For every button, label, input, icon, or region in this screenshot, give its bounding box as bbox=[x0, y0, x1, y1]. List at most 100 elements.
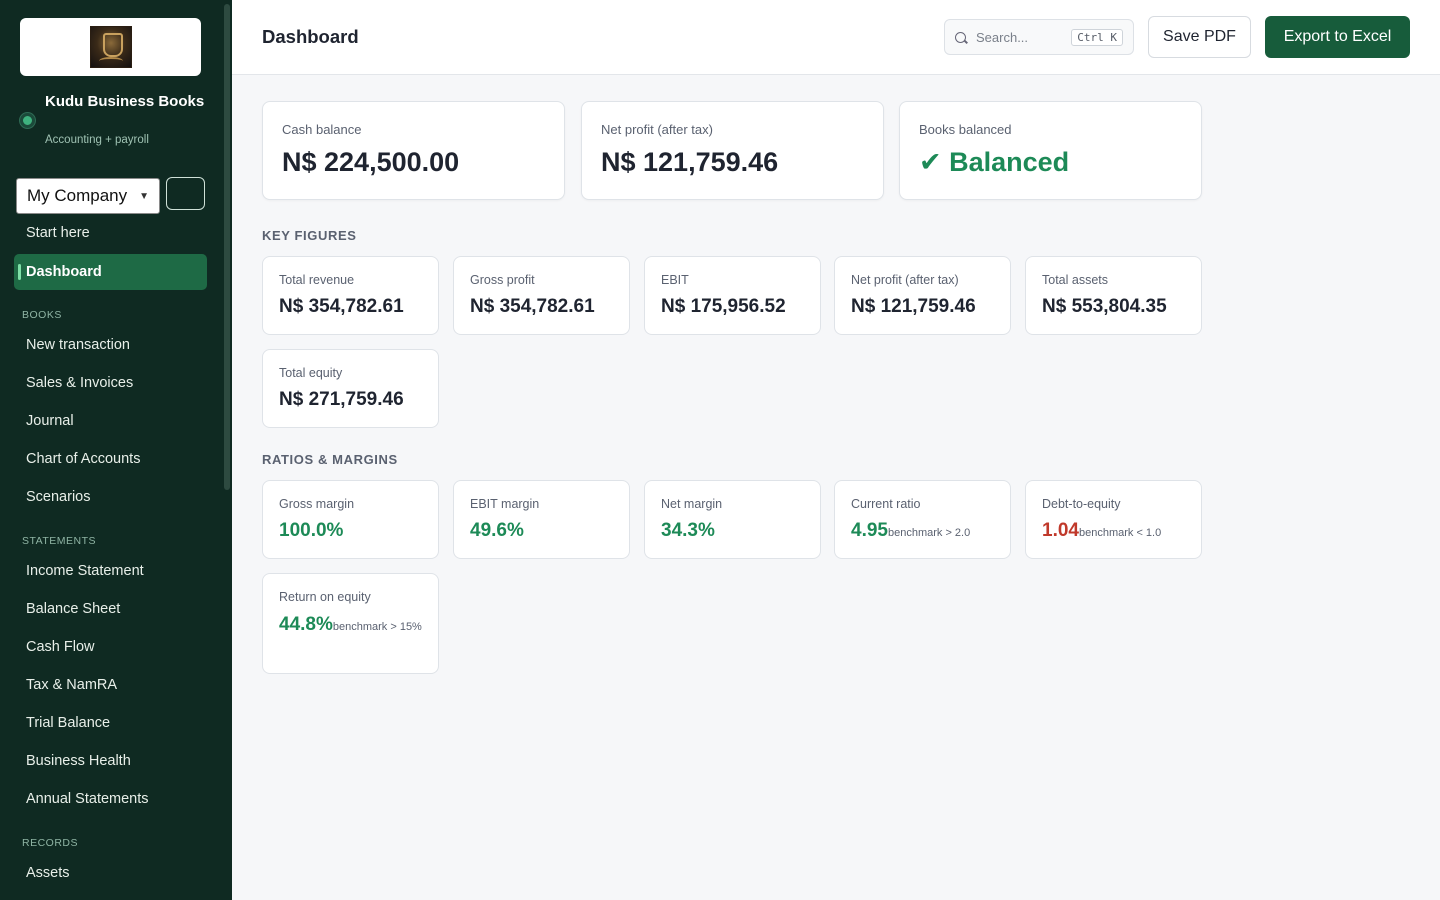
ratio-value: 1.04 bbox=[1042, 520, 1079, 541]
card-label: Books balanced bbox=[919, 122, 1012, 137]
metric-card-ebit: EBIT N$ 175,956.52 bbox=[644, 256, 821, 335]
section-title-ratios: RATIOS & MARGINS bbox=[262, 452, 398, 467]
ratio-label: EBIT margin bbox=[470, 497, 540, 511]
ratio-value-row: 1.04benchmark < 1.0 bbox=[1042, 520, 1161, 542]
ratio-label: Debt-to-equity bbox=[1042, 497, 1121, 511]
metric-value: N$ 271,759.46 bbox=[279, 389, 404, 410]
sidebar-item-cash-flow[interactable]: Cash Flow bbox=[14, 629, 207, 665]
metric-value: N$ 175,956.52 bbox=[661, 296, 786, 317]
card-value: N$ 224,500.00 bbox=[282, 147, 460, 177]
ratio-card-gross-margin: Gross margin 100.0% bbox=[262, 480, 439, 559]
ratio-card-current-ratio: Current ratio 4.95benchmark > 2.0 bbox=[834, 480, 1011, 559]
sidebar: Kudu Business Books Accounting + payroll… bbox=[0, 0, 232, 900]
ratio-card-debt-to-equity: Debt-to-equity 1.04benchmark < 1.0 bbox=[1025, 480, 1202, 559]
sidebar-item-label: Journal bbox=[26, 413, 74, 429]
company-select[interactable]: My Company ▼ bbox=[16, 178, 160, 214]
ratio-label: Current ratio bbox=[851, 497, 921, 511]
card-value: N$ 121,759.46 bbox=[601, 147, 779, 177]
metric-label: Net profit (after tax) bbox=[851, 273, 959, 287]
sidebar-item-label: Balance Sheet bbox=[26, 601, 121, 617]
metric-label: Total assets bbox=[1042, 273, 1109, 287]
brand-name: Kudu Business Books bbox=[45, 93, 205, 110]
ratio-value: 44.8% bbox=[279, 614, 333, 635]
sidebar-item-tax-namra[interactable]: Tax & NamRA bbox=[14, 667, 207, 703]
summary-card-books-balanced: Books balanced ✔ Balanced bbox=[899, 101, 1202, 200]
ratio-card-ebit-margin: EBIT margin 49.6% bbox=[453, 480, 630, 559]
sidebar-item-label: Trial Balance bbox=[26, 715, 111, 731]
sidebar-item-annual-statements[interactable]: Annual Statements bbox=[14, 781, 207, 817]
section-title-key-figures: KEY FIGURES bbox=[262, 228, 357, 243]
metric-value: N$ 354,782.61 bbox=[470, 296, 595, 317]
metric-card-total-assets: Total assets N$ 553,804.35 bbox=[1025, 256, 1202, 335]
ratio-benchmark: benchmark > 15% bbox=[332, 621, 422, 633]
search-placeholder: Search... bbox=[976, 29, 1029, 45]
ratio-benchmark: benchmark < 1.0 bbox=[1078, 527, 1162, 539]
ratio-card-net-margin: Net margin 34.3% bbox=[644, 480, 821, 559]
ratio-label: Return on equity bbox=[279, 590, 371, 604]
search-shortcut-hint: Ctrl K bbox=[1071, 28, 1123, 46]
sidebar-item-balance-sheet[interactable]: Balance Sheet bbox=[14, 591, 207, 627]
metric-card-gross-profit: Gross profit N$ 354,782.61 bbox=[453, 256, 630, 335]
sidebar-scrollbar[interactable] bbox=[224, 4, 230, 490]
sidebar-item-label: Assets bbox=[26, 865, 70, 881]
summary-card-cash-balance: Cash balance N$ 224,500.00 bbox=[262, 101, 565, 200]
company-logo-icon bbox=[89, 26, 132, 68]
sidebar-item-dashboard[interactable]: Dashboard bbox=[14, 254, 207, 290]
sidebar-item-new-transaction[interactable]: New transaction bbox=[14, 327, 207, 363]
company-select-value: My Company bbox=[27, 186, 128, 205]
save-pdf-button[interactable]: Save PDF bbox=[1148, 16, 1251, 58]
page-title: Dashboard bbox=[262, 26, 359, 47]
sidebar-item-label: Sales & Invoices bbox=[26, 375, 134, 391]
status-dot-icon bbox=[20, 113, 35, 128]
ratio-benchmark: benchmark > 2.0 bbox=[887, 527, 971, 539]
sidebar-section-books: BOOKS bbox=[22, 309, 62, 321]
card-label: Net profit (after tax) bbox=[601, 122, 713, 137]
sidebar-item-chart-of-accounts[interactable]: Chart of Accounts bbox=[14, 441, 207, 477]
ratio-value: 49.6% bbox=[470, 520, 524, 541]
metric-label: EBIT bbox=[661, 273, 689, 287]
metric-card-net-profit: Net profit (after tax) N$ 121,759.46 bbox=[834, 256, 1011, 335]
sidebar-item-start-here[interactable]: Start here bbox=[14, 215, 207, 251]
top-header: Dashboard Search... Ctrl K Save PDF Expo… bbox=[232, 0, 1440, 75]
card-label: Cash balance bbox=[282, 122, 362, 137]
sidebar-item-scenarios[interactable]: Scenarios bbox=[14, 479, 207, 515]
metric-card-total-equity: Total equity N$ 271,759.46 bbox=[262, 349, 439, 428]
sidebar-item-journal[interactable]: Journal bbox=[14, 403, 207, 439]
sidebar-item-sales-invoices[interactable]: Sales & Invoices bbox=[14, 365, 207, 401]
sidebar-item-label: Cash Flow bbox=[26, 639, 95, 655]
ratio-card-return-on-equity: Return on equity 44.8%benchmark > 15% bbox=[262, 573, 439, 674]
ratio-label: Gross margin bbox=[279, 497, 355, 511]
ratio-value-row: 4.95benchmark > 2.0 bbox=[851, 520, 970, 542]
summary-card-net-profit: Net profit (after tax) N$ 121,759.46 bbox=[581, 101, 884, 200]
metric-card-total-revenue: Total revenue N$ 354,782.61 bbox=[262, 256, 439, 335]
sidebar-item-label: Scenarios bbox=[26, 489, 91, 505]
sidebar-item-label: Income Statement bbox=[26, 563, 144, 579]
ratio-value-row: 44.8%benchmark > 15% bbox=[279, 613, 424, 639]
metric-value: N$ 121,759.46 bbox=[851, 296, 976, 317]
search-input[interactable]: Search... Ctrl K bbox=[944, 19, 1134, 55]
metric-label: Total equity bbox=[279, 366, 343, 380]
sidebar-item-business-health[interactable]: Business Health bbox=[14, 743, 207, 779]
metric-value: N$ 354,782.61 bbox=[279, 296, 404, 317]
sidebar-item-label: Dashboard bbox=[26, 264, 102, 280]
logo-box bbox=[20, 18, 201, 76]
sidebar-item-trial-balance[interactable]: Trial Balance bbox=[14, 705, 207, 741]
balanced-status-value: ✔ Balanced bbox=[919, 147, 1070, 177]
sidebar-item-income-statement[interactable]: Income Statement bbox=[14, 553, 207, 589]
ratio-value: 4.95 bbox=[851, 520, 888, 541]
sidebar-item-label: Chart of Accounts bbox=[26, 451, 141, 467]
sidebar-section-statements: STATEMENTS bbox=[22, 535, 97, 547]
sidebar-item-assets[interactable]: Assets bbox=[14, 855, 207, 891]
sidebar-item-label: Annual Statements bbox=[26, 791, 149, 807]
ratio-value: 100.0% bbox=[279, 520, 344, 541]
metric-value: N$ 553,804.35 bbox=[1042, 296, 1167, 317]
chevron-down-icon: ▼ bbox=[139, 190, 149, 202]
sidebar-item-label: Start here bbox=[26, 225, 90, 241]
company-action-button[interactable] bbox=[166, 177, 205, 210]
search-icon bbox=[955, 31, 966, 43]
metric-label: Gross profit bbox=[470, 273, 535, 287]
sidebar-section-records: RECORDS bbox=[22, 837, 79, 849]
export-excel-button[interactable]: Export to Excel bbox=[1265, 16, 1410, 58]
sidebar-item-label: New transaction bbox=[26, 337, 130, 353]
ratio-label: Net margin bbox=[661, 497, 723, 511]
